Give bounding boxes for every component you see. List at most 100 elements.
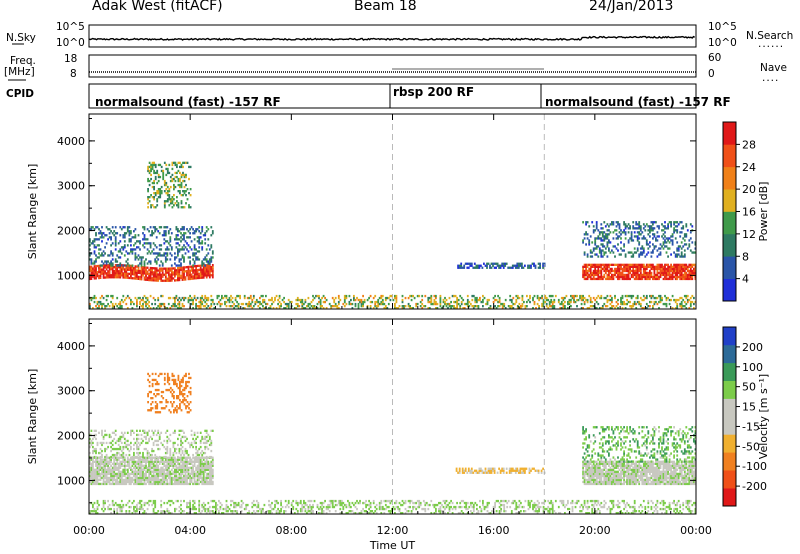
data-cell bbox=[621, 263, 624, 266]
data-cell bbox=[606, 223, 609, 226]
data-cell bbox=[178, 464, 181, 467]
data-cell bbox=[156, 403, 159, 406]
data-cell bbox=[158, 480, 161, 484]
data-cell bbox=[192, 307, 194, 309]
data-cell bbox=[134, 277, 137, 280]
data-cell bbox=[601, 249, 604, 252]
data-cell bbox=[211, 266, 214, 269]
data-cell bbox=[105, 274, 108, 277]
data-cell bbox=[152, 472, 155, 476]
data-cell bbox=[95, 273, 97, 276]
data-cell bbox=[185, 407, 187, 410]
data-cell bbox=[632, 265, 635, 268]
data-cell bbox=[457, 264, 459, 267]
data-cell bbox=[171, 372, 174, 376]
data-cell bbox=[667, 255, 669, 258]
data-cell bbox=[275, 294, 278, 298]
data-cell bbox=[117, 468, 120, 471]
data-cell bbox=[160, 407, 163, 410]
data-cell bbox=[623, 229, 625, 232]
data-cell bbox=[639, 273, 642, 277]
data-cell bbox=[157, 460, 160, 463]
data-cell bbox=[145, 305, 147, 308]
data-cell bbox=[615, 305, 618, 308]
data-cell bbox=[114, 302, 117, 306]
data-cell bbox=[201, 230, 204, 233]
data-cell bbox=[171, 198, 174, 201]
data-cell bbox=[680, 247, 683, 250]
data-cell bbox=[92, 460, 94, 463]
data-cell bbox=[174, 273, 176, 276]
data-cell bbox=[137, 267, 140, 270]
data-cell bbox=[205, 302, 208, 306]
data-cell bbox=[274, 296, 276, 300]
data-cell bbox=[435, 294, 437, 298]
data-cell bbox=[189, 277, 191, 281]
data-cell bbox=[110, 468, 112, 471]
data-cell bbox=[392, 298, 395, 302]
data-cell bbox=[486, 298, 489, 302]
data-cell bbox=[178, 478, 181, 482]
data-cell bbox=[639, 233, 642, 236]
data-cell bbox=[205, 260, 208, 263]
data-cell bbox=[186, 456, 188, 459]
data-cell bbox=[498, 305, 501, 308]
data-cell bbox=[421, 302, 424, 306]
data-cell bbox=[148, 380, 151, 384]
data-cell bbox=[123, 462, 126, 465]
data-cell bbox=[387, 302, 390, 306]
data-cell bbox=[136, 246, 138, 249]
data-cell bbox=[676, 229, 679, 232]
data-cell bbox=[111, 480, 114, 484]
data-cell bbox=[176, 204, 178, 207]
data-cell bbox=[105, 478, 108, 482]
data-cell bbox=[177, 161, 180, 164]
data-cell bbox=[265, 302, 267, 306]
data-cell bbox=[680, 253, 683, 256]
data-cell bbox=[117, 464, 120, 467]
data-cell bbox=[298, 298, 301, 302]
data-cell bbox=[176, 409, 178, 412]
data-cell bbox=[589, 462, 592, 465]
data-cell bbox=[149, 462, 152, 465]
data-cell bbox=[447, 307, 449, 309]
data-cell bbox=[188, 192, 190, 195]
data-cell bbox=[158, 455, 161, 459]
data-cell bbox=[126, 480, 129, 484]
data-cell bbox=[271, 302, 273, 306]
data-cell bbox=[652, 223, 654, 226]
data-cell bbox=[158, 460, 161, 463]
data-cell bbox=[166, 458, 169, 461]
data-cell bbox=[670, 263, 672, 266]
data-cell bbox=[623, 273, 625, 277]
data-cell bbox=[147, 393, 149, 396]
data-cell bbox=[662, 277, 665, 281]
data-cell bbox=[639, 229, 642, 232]
data-cell bbox=[502, 266, 505, 269]
data-cell bbox=[652, 267, 654, 271]
data-cell bbox=[691, 300, 694, 304]
data-cell bbox=[199, 264, 202, 267]
data-cell bbox=[668, 221, 671, 224]
data-cell bbox=[175, 269, 178, 272]
data-cell bbox=[156, 169, 159, 173]
data-cell bbox=[187, 474, 190, 478]
data-cell bbox=[591, 478, 594, 482]
data-cell bbox=[140, 464, 143, 467]
data-cell bbox=[617, 249, 619, 252]
data-cell bbox=[163, 480, 166, 484]
data-cell bbox=[108, 458, 111, 461]
data-cell bbox=[679, 221, 682, 224]
data-cell bbox=[606, 235, 609, 238]
data-cell bbox=[202, 274, 205, 277]
data-cell bbox=[656, 273, 659, 277]
data-cell bbox=[685, 273, 688, 277]
data-cell bbox=[211, 468, 214, 471]
data-cell bbox=[211, 476, 214, 480]
data-cell bbox=[595, 468, 598, 471]
data-cell bbox=[122, 433, 125, 437]
data-cell bbox=[664, 275, 666, 279]
data-cell bbox=[110, 449, 112, 453]
data-cell bbox=[151, 476, 153, 480]
data-cell bbox=[589, 251, 592, 254]
